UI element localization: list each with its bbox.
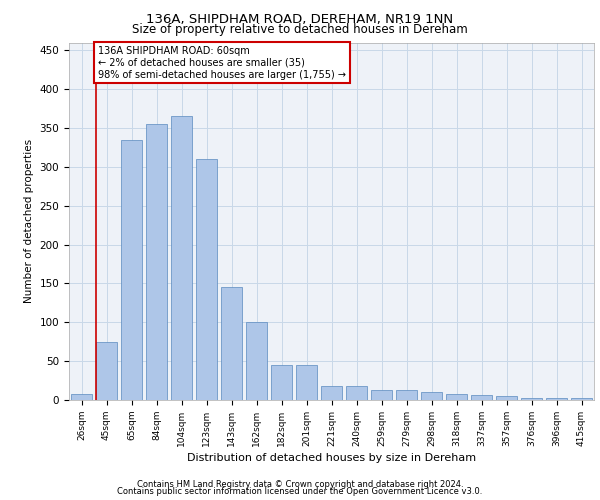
Bar	[521, 398, 542, 400]
Bar	[471, 396, 492, 400]
Bar	[421, 392, 442, 400]
Bar	[371, 390, 392, 400]
Text: 136A, SHIPDHAM ROAD, DEREHAM, NR19 1NN: 136A, SHIPDHAM ROAD, DEREHAM, NR19 1NN	[146, 12, 454, 26]
Bar	[146, 124, 167, 400]
Bar	[271, 365, 292, 400]
Bar	[296, 365, 317, 400]
Bar	[546, 398, 567, 400]
Bar	[446, 394, 467, 400]
Bar	[396, 390, 417, 400]
Bar	[571, 398, 592, 400]
Text: 136A SHIPDHAM ROAD: 60sqm
← 2% of detached houses are smaller (35)
98% of semi-d: 136A SHIPDHAM ROAD: 60sqm ← 2% of detach…	[98, 46, 346, 80]
Bar	[96, 342, 117, 400]
Bar	[171, 116, 192, 400]
Bar	[321, 386, 342, 400]
Bar	[246, 322, 267, 400]
Y-axis label: Number of detached properties: Number of detached properties	[24, 139, 34, 304]
Text: Contains public sector information licensed under the Open Government Licence v3: Contains public sector information licen…	[118, 488, 482, 496]
Text: Size of property relative to detached houses in Dereham: Size of property relative to detached ho…	[132, 22, 468, 36]
Bar	[346, 386, 367, 400]
Bar	[121, 140, 142, 400]
Text: Contains HM Land Registry data © Crown copyright and database right 2024.: Contains HM Land Registry data © Crown c…	[137, 480, 463, 489]
Bar	[71, 394, 92, 400]
Bar	[196, 159, 217, 400]
X-axis label: Distribution of detached houses by size in Dereham: Distribution of detached houses by size …	[187, 453, 476, 463]
Bar	[221, 288, 242, 400]
Bar	[496, 396, 517, 400]
